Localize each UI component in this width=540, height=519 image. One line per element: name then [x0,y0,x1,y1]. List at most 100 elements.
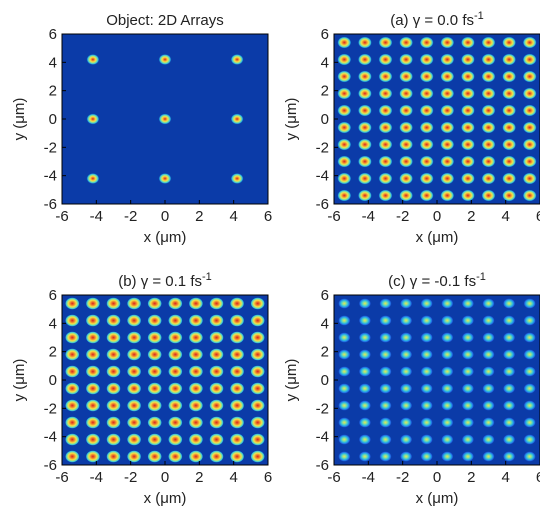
intensity-spot [419,155,434,168]
intensity-spot [523,366,536,377]
intensity-spot [440,53,455,66]
intensity-spot [85,450,101,463]
intensity-spot [419,189,434,202]
intensity-spot [419,87,434,100]
intensity-spot [358,451,372,462]
x-tick-label: -2 [396,208,409,225]
intensity-spot [168,416,183,429]
intensity-spot [229,365,245,378]
intensity-spot [250,314,265,327]
intensity-spot [188,416,204,429]
x-tick-label: -4 [90,469,103,486]
intensity-spot [358,400,372,411]
intensity-spot [229,382,245,395]
intensity-spot [502,366,516,377]
intensity-spot [440,189,455,202]
y-tick-label: 4 [49,54,57,71]
intensity-spot [337,36,352,49]
intensity-spot [420,434,433,445]
intensity-spot [126,450,142,463]
x-tick-label: 2 [195,469,203,486]
intensity-spot [441,434,454,445]
intensity-spot [358,349,372,360]
intensity-spot [168,297,183,310]
intensity-spot [441,400,454,411]
intensity-spot [523,349,536,360]
intensity-spot [502,121,517,134]
intensity-spot [461,434,475,445]
intensity-spot [357,155,372,168]
intensity-spot [522,87,537,100]
intensity-spot [502,189,517,202]
intensity-spot [440,155,455,168]
intensity-spot [86,53,100,66]
intensity-spot [461,332,475,343]
intensity-spot [358,315,372,326]
intensity-spot [399,189,414,202]
intensity-spot [460,172,475,185]
x-tick-label: -6 [55,469,68,486]
intensity-spot [522,121,537,134]
intensity-spot [481,121,496,134]
intensity-spot [419,172,434,185]
x-tick-label: 6 [264,208,272,225]
intensity-spot [399,383,413,394]
intensity-spot [147,331,162,344]
spot-layer [337,36,537,202]
intensity-spot [338,349,351,360]
intensity-spot [461,298,475,309]
y-tick-label: -2 [44,400,57,417]
intensity-spot [338,383,351,394]
y-tick-label: 2 [49,83,57,100]
intensity-spot [229,297,245,310]
y-axis-label: y (μm) [11,359,28,402]
x-tick-label: 0 [433,469,441,486]
intensity-spot [85,297,101,310]
intensity-spot [461,366,475,377]
intensity-spot [168,399,183,412]
intensity-spot [338,315,351,326]
intensity-spot [230,172,244,185]
intensity-spot [460,155,475,168]
intensity-spot [481,70,496,83]
intensity-spot [229,314,245,327]
y-tick-label: 0 [49,372,57,389]
x-tick-label: 2 [195,208,203,225]
intensity-spot [85,348,101,361]
intensity-spot [338,434,351,445]
intensity-spot [147,399,162,412]
intensity-spot [502,53,517,66]
intensity-spot [250,348,265,361]
intensity-spot [378,172,393,185]
intensity-spot [440,121,455,134]
spot-layer [65,297,265,463]
intensity-spot [126,314,142,327]
y-tick-label: 0 [321,372,329,389]
intensity-spot [399,400,413,411]
intensity-spot [337,172,352,185]
intensity-spot [502,104,517,117]
intensity-spot [357,53,372,66]
y-tick-label: -4 [44,429,57,446]
intensity-spot [502,400,516,411]
intensity-spot [460,87,475,100]
intensity-spot [126,382,142,395]
intensity-spot [147,314,162,327]
intensity-spot [399,53,414,66]
intensity-spot [482,298,495,309]
intensity-spot [522,189,537,202]
intensity-spot [209,399,224,412]
intensity-spot [250,297,265,310]
intensity-spot [250,450,265,463]
intensity-spot [106,433,121,446]
x-tick-label: 6 [264,469,272,486]
x-tick-label: 2 [467,469,475,486]
intensity-spot [522,70,537,83]
spot-layer [338,298,536,462]
intensity-spot [158,53,172,66]
chart-title: (b) γ = 0.1 fs-1 [118,271,212,290]
y-axis-label: y (μm) [283,359,300,402]
intensity-spot [523,400,536,411]
intensity-spot [65,433,80,446]
intensity-spot [106,297,121,310]
